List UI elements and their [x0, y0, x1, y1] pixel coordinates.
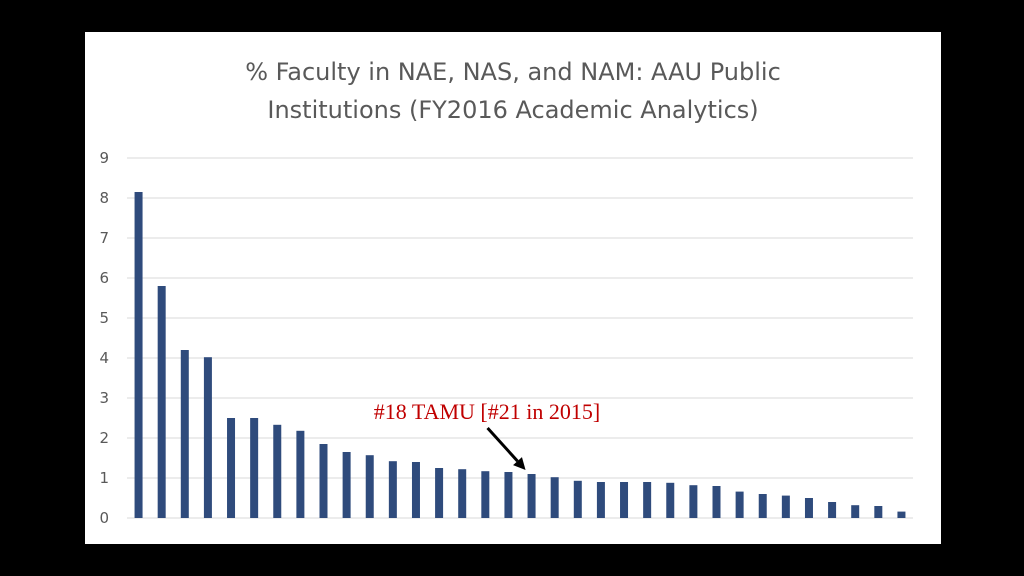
- y-tick-label: 6: [99, 269, 109, 287]
- y-axis-tick-labels: 0 1 2 3 4 5 6 7 8 9: [99, 149, 109, 527]
- chart-title-line-1: % Faculty in NAE, NAS, and NAM: AAU Publ…: [245, 58, 781, 86]
- y-tick-label: 8: [99, 189, 109, 207]
- bar-21: [596, 482, 605, 518]
- bar-25: [689, 485, 698, 518]
- bar-34: [897, 511, 906, 518]
- bar-27: [735, 491, 744, 518]
- y-tick-label: 2: [99, 429, 109, 447]
- bar-31: [828, 502, 837, 518]
- bar-15: [458, 469, 467, 518]
- y-tick-label: 0: [99, 509, 109, 527]
- bar-6: [250, 418, 259, 518]
- bar-20: [573, 480, 582, 518]
- bar-22: [620, 482, 629, 518]
- annotation-text: #18 TAMU [#21 in 2015]: [374, 399, 600, 424]
- chart-title-line-2: Institutions (FY2016 Academic Analytics): [267, 96, 758, 124]
- chart-title: % Faculty in NAE, NAS, and NAM: AAU Publ…: [245, 58, 781, 124]
- y-tick-label: 4: [99, 349, 109, 367]
- bar-8: [296, 430, 305, 518]
- bar-32: [851, 505, 860, 518]
- chart-panel: % Faculty in NAE, NAS, and NAM: AAU Publ…: [85, 32, 941, 544]
- bar-29: [781, 495, 790, 518]
- bar-19: [550, 477, 559, 518]
- annotation: #18 TAMU [#21 in 2015]: [374, 399, 600, 470]
- bar-18: [527, 474, 536, 518]
- bar-7: [273, 424, 282, 518]
- bar-9: [319, 444, 328, 518]
- bar-16: [481, 471, 490, 518]
- bar-33: [874, 506, 883, 518]
- bar-30: [804, 498, 813, 518]
- y-tick-label: 5: [99, 309, 109, 327]
- bar-4: [203, 357, 212, 518]
- bar-28: [758, 494, 767, 518]
- bar-5: [227, 418, 236, 518]
- bar-12: [388, 461, 397, 518]
- bar-11: [365, 455, 374, 518]
- bar-10: [342, 452, 351, 518]
- y-tick-label: 1: [99, 469, 109, 487]
- y-tick-label: 7: [99, 229, 109, 247]
- bars: [134, 192, 906, 518]
- y-tick-label: 9: [99, 149, 109, 167]
- bar-3: [180, 350, 189, 518]
- annotation-arrow: [486, 426, 519, 463]
- bar-14: [435, 468, 444, 518]
- bar-26: [712, 486, 721, 518]
- bar-chart: % Faculty in NAE, NAS, and NAM: AAU Publ…: [99, 58, 913, 527]
- annotation-arrowhead: [513, 457, 526, 470]
- bar-24: [666, 482, 675, 518]
- bar-23: [643, 482, 652, 518]
- bar-2: [157, 286, 166, 518]
- y-tick-label: 3: [99, 389, 109, 407]
- bar-17: [504, 472, 513, 518]
- bar-1: [134, 192, 143, 518]
- bar-13: [411, 462, 420, 518]
